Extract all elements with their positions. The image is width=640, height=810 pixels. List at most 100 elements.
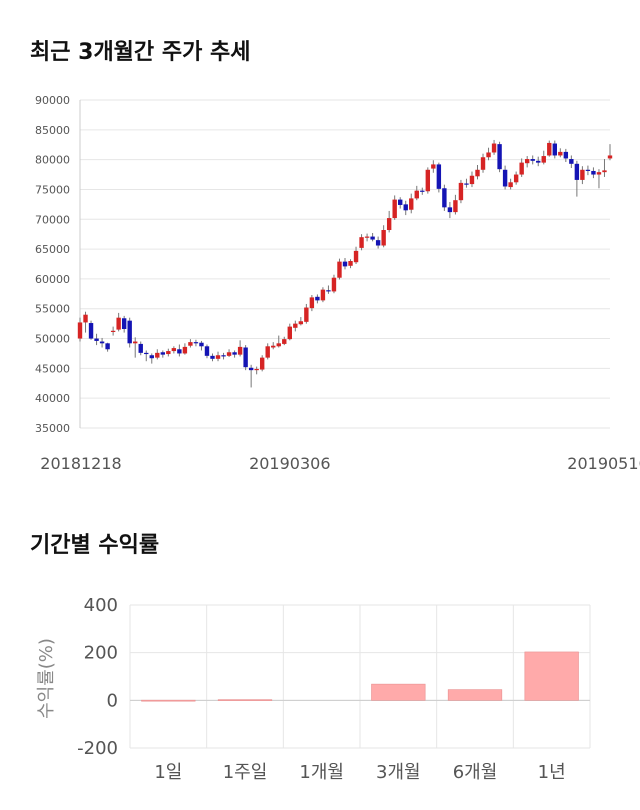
down-candle xyxy=(243,347,248,368)
up-candle xyxy=(226,352,232,356)
down-candle xyxy=(149,355,154,359)
y-tick-label: 65000 xyxy=(35,243,70,256)
down-candle xyxy=(370,236,375,240)
up-candle xyxy=(271,345,276,348)
down-candle xyxy=(530,159,535,161)
down-candle xyxy=(199,342,204,347)
down-candle xyxy=(144,352,149,355)
y-axis-label: 수익률(%) xyxy=(36,638,57,719)
up-candle xyxy=(331,277,337,292)
y-tick-label: 400 xyxy=(84,595,118,616)
down-candle xyxy=(552,143,557,156)
up-candle xyxy=(309,297,315,309)
up-candle xyxy=(265,346,270,358)
down-candle xyxy=(420,190,425,192)
period-returns-chart: -200 0 200 400 1일 1주일 1개월 3개월 6개월 1년 수익률(%) xyxy=(36,595,591,783)
up-candle xyxy=(110,330,116,332)
down-candle xyxy=(232,352,237,355)
down-candle xyxy=(221,355,226,357)
x-tick-label: 1년 xyxy=(538,762,566,783)
down-candle xyxy=(138,343,143,353)
up-candle xyxy=(171,348,177,352)
down-candle xyxy=(99,341,105,344)
up-candle xyxy=(155,352,160,358)
down-candle xyxy=(403,204,408,211)
up-candle xyxy=(298,321,304,325)
up-candle xyxy=(353,250,359,263)
down-candle xyxy=(326,290,331,292)
up-candle xyxy=(254,368,259,371)
return-bar xyxy=(217,699,273,701)
up-candle xyxy=(425,169,431,192)
down-candle xyxy=(563,151,569,159)
y-tick-label: 90000 xyxy=(35,94,70,107)
up-candle xyxy=(508,182,513,188)
y-tick-label: 60000 xyxy=(35,273,70,286)
down-candle xyxy=(248,367,254,371)
up-candle xyxy=(602,170,607,173)
up-candle xyxy=(607,155,613,159)
up-candle xyxy=(337,261,342,278)
stock-chart-title: 최근 3개월간 주가 추세 xyxy=(30,40,251,65)
y-tick-label: 200 xyxy=(84,643,118,664)
up-candle xyxy=(596,172,602,175)
x-tick-label: 20181218 xyxy=(40,454,121,473)
x-tick-label: 1개월 xyxy=(299,762,344,783)
return-bar xyxy=(141,699,196,702)
y-tick-label: 80000 xyxy=(35,154,70,167)
up-candle xyxy=(480,157,486,170)
down-candle xyxy=(204,346,210,356)
up-candle xyxy=(348,261,353,266)
y-tick-label: 50000 xyxy=(35,333,70,346)
up-candle xyxy=(513,174,519,183)
y-tick-label: 35000 xyxy=(35,422,70,435)
down-candle xyxy=(591,170,596,175)
down-candle xyxy=(585,169,591,171)
up-candle xyxy=(282,339,287,344)
up-candle xyxy=(215,355,221,359)
up-candle xyxy=(364,236,370,238)
up-candle xyxy=(293,323,298,328)
up-candle xyxy=(547,142,552,156)
up-candle xyxy=(386,218,392,231)
up-candle xyxy=(188,342,193,346)
up-candle xyxy=(83,314,88,323)
down-candle xyxy=(177,349,182,354)
up-candle xyxy=(431,164,436,169)
x-tick-label: 20190306 xyxy=(249,454,330,473)
return-bar xyxy=(447,689,503,701)
down-candle xyxy=(464,183,469,185)
y-tick-label: 75000 xyxy=(35,183,70,196)
up-candle xyxy=(491,143,497,153)
up-candle xyxy=(519,162,524,175)
down-candle xyxy=(105,343,110,350)
up-candle xyxy=(541,156,546,163)
up-candle xyxy=(276,343,281,347)
y-tick-label: 85000 xyxy=(35,124,70,137)
up-candle xyxy=(381,230,386,246)
down-candle xyxy=(127,320,132,344)
return-bar xyxy=(524,651,579,701)
x-tick-label: 3개월 xyxy=(376,762,421,783)
up-candle xyxy=(524,159,530,164)
down-candle xyxy=(342,261,348,267)
up-candle xyxy=(486,152,491,158)
up-candle xyxy=(458,182,464,201)
x-tick-label: 20190516 xyxy=(567,454,640,473)
down-candle xyxy=(574,163,580,180)
down-candle xyxy=(398,199,403,205)
up-candle xyxy=(359,237,364,248)
returns-chart-title: 기간별 수익률 xyxy=(30,533,160,558)
down-candle xyxy=(375,240,381,246)
up-candle xyxy=(166,351,171,355)
up-candle xyxy=(453,200,458,213)
up-candle xyxy=(392,199,397,219)
up-candle xyxy=(558,151,563,156)
down-candle xyxy=(315,296,320,301)
y-tick-label: 55000 xyxy=(35,303,70,316)
stock-price-chart: 35000 40000 45000 50000 55000 60000 65000 70000… xyxy=(35,94,640,473)
up-candle xyxy=(414,190,419,199)
down-candle xyxy=(569,159,574,164)
up-candle xyxy=(320,289,326,301)
return-bar xyxy=(371,683,426,701)
